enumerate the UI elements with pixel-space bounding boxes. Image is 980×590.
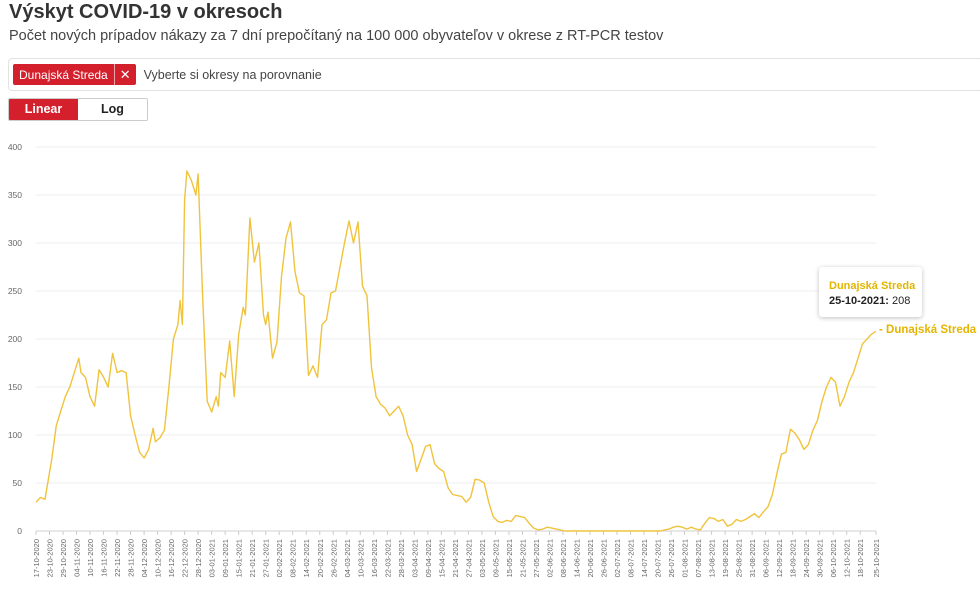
log-scale-button[interactable]: Log [78, 99, 147, 120]
remove-district-button[interactable]: ✕ [113, 64, 136, 85]
x-tick-label: 03-05-2021 [478, 539, 487, 577]
x-tick-label: 16-03-2021 [370, 539, 379, 577]
x-tick-label: 22-11-2020 [113, 539, 122, 577]
chart-tooltip: Dunajská Streda 25-10-2021: 208 [819, 267, 922, 317]
x-tick-label: 14-07-2021 [640, 539, 649, 577]
x-tick-label: 25-08-2021 [735, 539, 744, 577]
x-tick-label: 06-09-2021 [762, 539, 771, 577]
x-tick-label: 06-10-2021 [829, 539, 838, 577]
x-tick-label: 20-06-2021 [586, 539, 595, 577]
x-tick-label: 31-08-2021 [748, 539, 757, 577]
y-tick-label: 350 [8, 190, 22, 200]
x-tick-label: 21-04-2021 [451, 539, 460, 577]
x-tick-label: 27-04-2021 [464, 539, 473, 577]
y-tick-label: 300 [8, 238, 22, 248]
x-tick-label: 17-10-2020 [32, 539, 41, 577]
chart-grid [36, 146, 876, 532]
x-tick-label: 15-05-2021 [505, 539, 514, 577]
x-tick-label: 13-08-2021 [708, 539, 717, 577]
x-tick-label: 28-12-2020 [194, 539, 203, 577]
district-search-input[interactable]: Vyberte si okresy na porovnanie [143, 67, 322, 82]
x-tick-label: 25-10-2021 [872, 539, 881, 577]
selected-district-label: Dunajská Streda [19, 67, 108, 82]
x-tick-label: 21-05-2021 [518, 539, 527, 577]
x-tick-label: 21-01-2021 [248, 539, 257, 577]
tooltip-series-name: Dunajská Streda [829, 280, 916, 292]
x-tick-label: 12-09-2021 [775, 539, 784, 577]
x-tick-label: 28-11-2020 [127, 539, 136, 577]
page-title: Výskyt COVID-19 v okresoch [9, 1, 283, 23]
x-tick-label: 19-08-2021 [721, 539, 730, 577]
tooltip-date: 25-10-2021 [829, 295, 886, 307]
x-tick-label: 15-01-2021 [235, 539, 244, 577]
x-tick-label: 30-09-2021 [816, 539, 825, 577]
x-tick-label: 23-10-2020 [46, 539, 55, 577]
x-tick-label: 22-12-2020 [181, 539, 190, 577]
x-tick-label: 09-04-2021 [424, 539, 433, 577]
y-tick-label: 250 [8, 286, 22, 296]
x-tick-label: 14-06-2021 [572, 539, 581, 577]
y-tick-label: 100 [8, 430, 22, 440]
x-tick-label: 10-12-2020 [154, 539, 163, 577]
x-tick-label: 29-10-2020 [59, 539, 68, 577]
x-tick-label: 08-07-2021 [627, 539, 636, 577]
x-tick-label: 03-04-2021 [410, 539, 419, 577]
x-tick-label: 27-05-2021 [532, 539, 541, 577]
x-tick-label: 24-09-2021 [802, 539, 811, 577]
x-tick-label: 08-02-2021 [289, 539, 298, 577]
page-subtitle: Počet nových prípadov nákazy za 7 dní pr… [9, 28, 664, 44]
x-tick-label: 01-08-2021 [681, 539, 690, 577]
scale-toggle: Linear Log [8, 98, 148, 121]
x-tick-label: 20-02-2021 [316, 539, 325, 577]
y-tick-label: 150 [8, 382, 22, 392]
series-layer [35, 170, 877, 532]
x-tick-label: 08-06-2021 [559, 539, 568, 577]
x-tick-label: 02-02-2021 [275, 539, 284, 577]
x-tick-label: 04-12-2020 [140, 539, 149, 577]
x-tick-label: 27-01-2021 [262, 539, 271, 577]
x-tick-label: 26-07-2021 [667, 539, 676, 577]
x-tick-label: 09-05-2021 [491, 539, 500, 577]
x-tick-label: 04-11-2020 [73, 539, 82, 577]
x-tick-label: 04-03-2021 [343, 539, 352, 577]
tooltip-colon: : [885, 295, 893, 307]
y-tick-label: 0 [17, 526, 22, 536]
y-tick-label: 50 [13, 478, 23, 488]
x-tick-label: 02-06-2021 [545, 539, 554, 577]
x-tick-label: 14-02-2021 [302, 539, 311, 577]
series-line [35, 170, 877, 532]
x-tick-label: 10-11-2020 [86, 539, 95, 577]
x-tick-label: 03-01-2021 [208, 539, 217, 577]
x-axis: 17-10-2020 23-10-2020 29-10-2020 04-11-2020… [32, 530, 881, 577]
district-selector[interactable]: Dunajská Streda ✕ Vyberte si okresy na p… [8, 58, 980, 91]
x-tick-label: 18-09-2021 [789, 539, 798, 577]
selected-district-chip: Dunajská Streda ✕ [13, 64, 136, 85]
x-tick-label: 22-03-2021 [383, 539, 392, 577]
x-tick-label: 10-03-2021 [356, 539, 365, 577]
y-tick-label: 200 [8, 334, 22, 344]
y-tick-label: 400 [8, 142, 22, 152]
x-tick-label: 20-07-2021 [654, 539, 663, 577]
x-tick-label: 28-03-2021 [397, 539, 406, 577]
x-tick-label: 16-11-2020 [100, 539, 109, 577]
linear-scale-button[interactable]: Linear [9, 99, 78, 120]
y-axis: 0 50 100 150 200 250 300 350 400 [8, 142, 22, 536]
x-tick-label: 18-10-2021 [856, 539, 865, 577]
series-end-label: - Dunajská Streda [879, 324, 977, 336]
tooltip-value: 208 [892, 295, 911, 307]
x-tick-label: 02-07-2021 [613, 539, 622, 577]
x-tick-label: 09-01-2021 [221, 539, 230, 577]
x-tick-label: 26-06-2021 [600, 539, 609, 577]
x-tick-label: 26-02-2021 [329, 539, 338, 577]
x-tick-label: 12-10-2021 [843, 539, 852, 577]
x-tick-label: 16-12-2020 [167, 539, 176, 577]
x-tick-label: 07-08-2021 [694, 539, 703, 577]
x-tick-label: 15-04-2021 [437, 539, 446, 577]
